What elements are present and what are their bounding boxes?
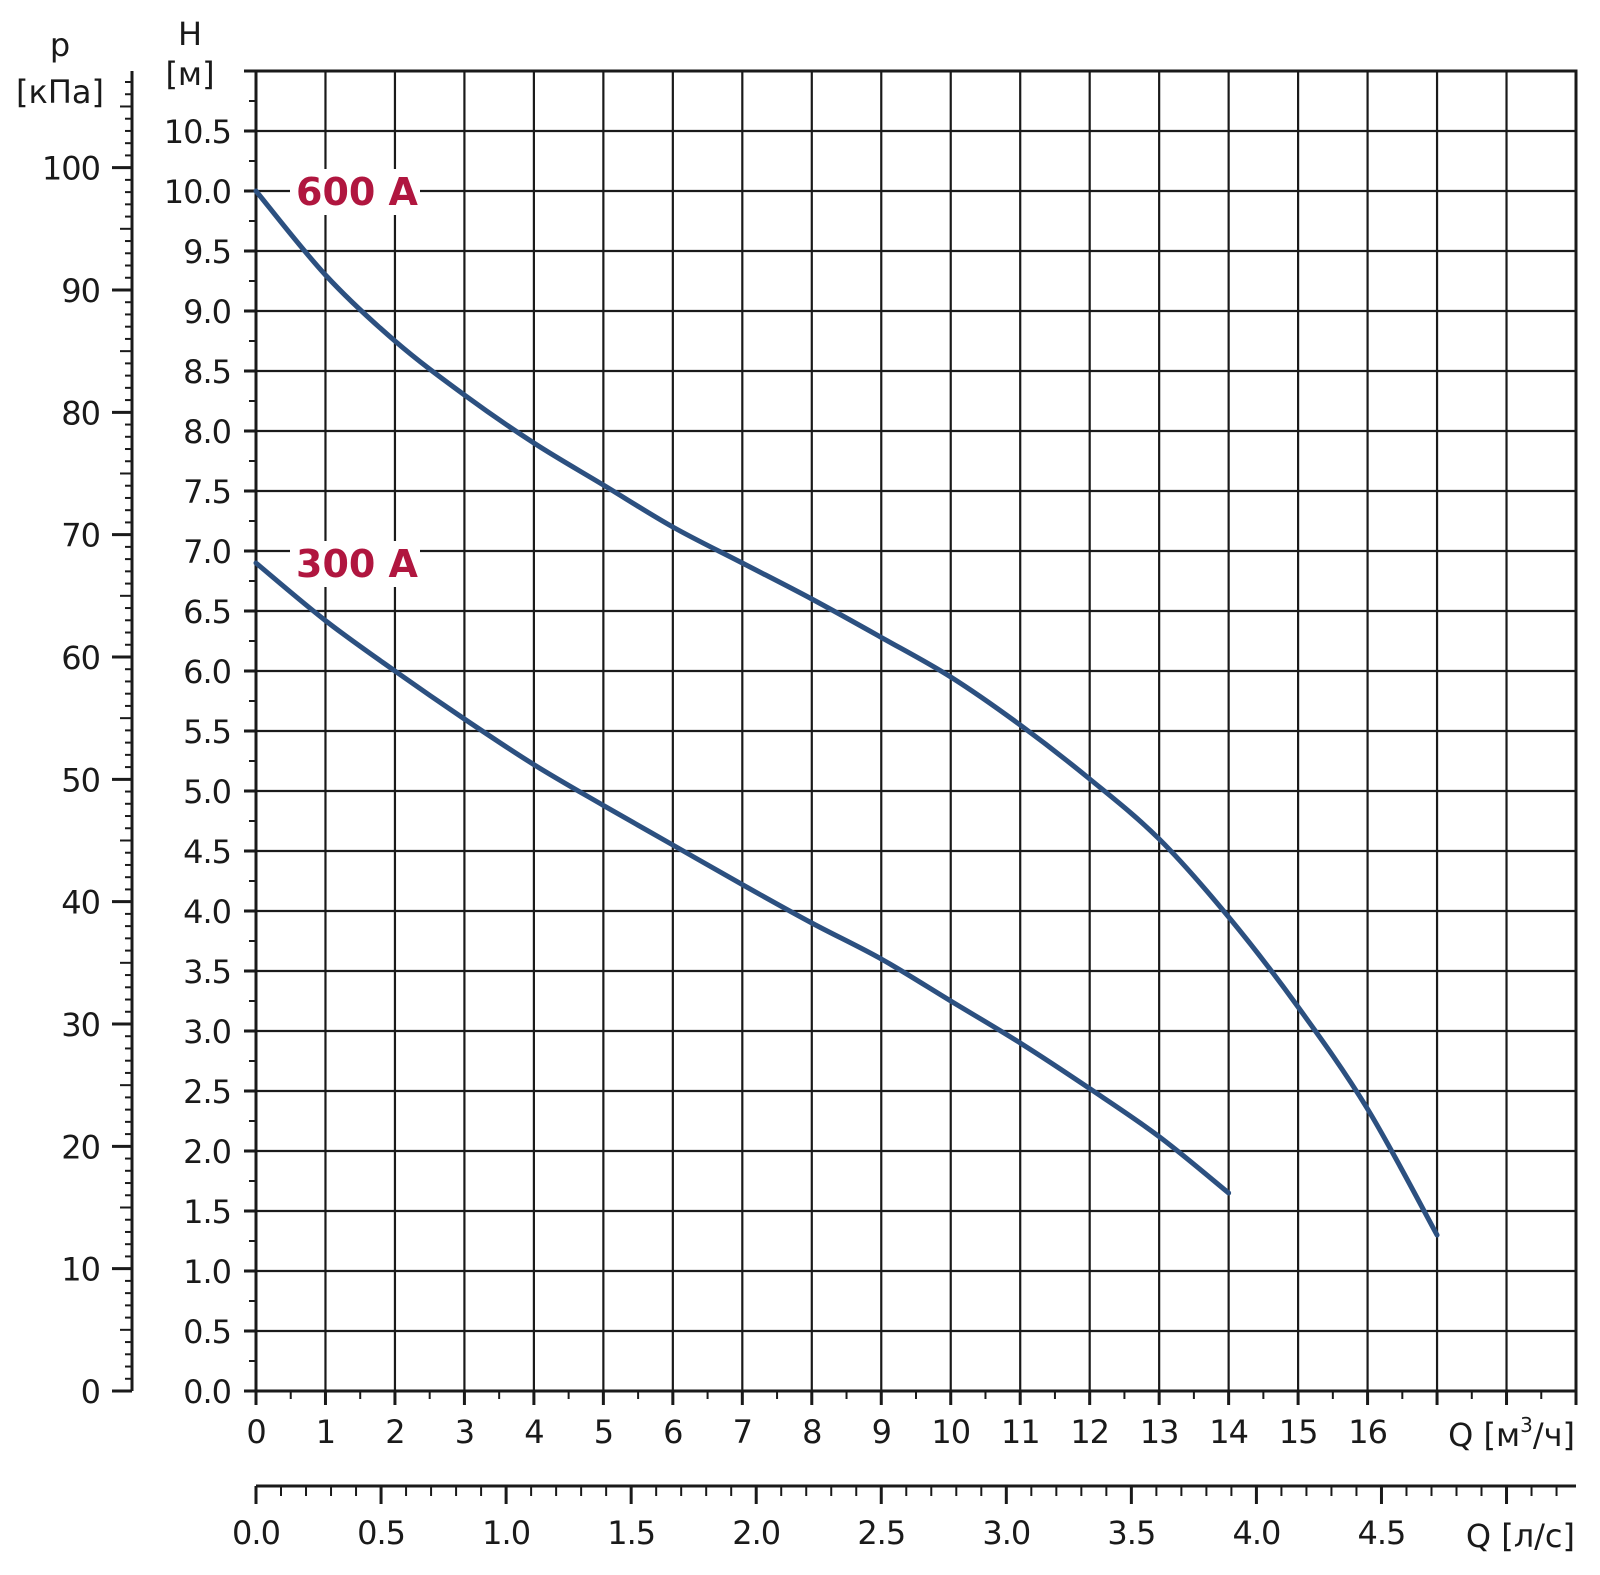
head-tick-label: 9.0: [183, 293, 231, 331]
pressure-tick-label: 0: [81, 1373, 100, 1411]
flow-m3h-tick-label: 12: [1070, 1413, 1109, 1451]
pressure-axis-symbol: p: [50, 26, 70, 64]
series-label-300-a: 300 A: [296, 542, 419, 586]
pressure-tick-label: 20: [61, 1128, 100, 1166]
flow-m3h-tick-label: 14: [1209, 1413, 1248, 1451]
series-label-600-a: 600 A: [296, 170, 419, 214]
flow-m3h-tick-label: 10: [931, 1413, 970, 1451]
flow-ls-tick-label: 1.0: [482, 1514, 530, 1552]
head-tick-label: 10.0: [164, 173, 231, 211]
flow-m3h-tick-label: 4: [524, 1413, 543, 1451]
pressure-tick-label: 40: [61, 884, 100, 922]
pressure-tick-label: 30: [61, 1006, 100, 1044]
head-tick-label: 7.0: [183, 533, 231, 571]
flow-ls-tick-label: 1.5: [607, 1514, 655, 1552]
head-tick-label: 0.5: [183, 1313, 231, 1351]
pressure-axis-unit: [кПа]: [16, 73, 104, 111]
grid: [254, 69, 1578, 1393]
axis-titles: p [кПа] H [м] Q [м3/ч] Q [л/с]: [16, 15, 1575, 1555]
head-tick-label: 2.5: [183, 1073, 231, 1111]
pressure-tick-label: 70: [61, 517, 100, 555]
flow-m3h-axis-title-sup: 3: [1520, 1413, 1533, 1437]
flow-m3h-tick-label: 13: [1140, 1413, 1179, 1451]
flow-m3h-tick-label: 3: [455, 1413, 474, 1451]
flow-m3h-tick-label: 15: [1279, 1413, 1318, 1451]
flow-m3h-tick-label: 8: [802, 1413, 821, 1451]
head-tick-label: 1.0: [183, 1253, 231, 1291]
head-tick-label: 4.5: [183, 833, 231, 871]
axes: 0.0 0.5 1.0 1.5 2.0 2.5 3.0 3.5 4.0 4.5 5.0 5.5 6.0 6…: [42, 69, 1578, 1552]
flow-m3h-axis-title-main: Q [м: [1448, 1416, 1520, 1454]
series: [253, 188, 1440, 1238]
flow-ls-tick-label: 3.0: [982, 1514, 1030, 1552]
flow-ls-axis-title: Q [л/с]: [1466, 1517, 1575, 1555]
pressure-tick-label: 80: [61, 394, 100, 432]
flow-m3h-axis-title-tail: /ч]: [1533, 1416, 1575, 1454]
head-tick-label: 5.0: [183, 773, 231, 811]
head-tick-label: 0.0: [183, 1373, 231, 1411]
flow-m3h-tick-label: 11: [1001, 1413, 1040, 1451]
pressure-tick-label: 10: [61, 1251, 100, 1289]
head-tick-label: 3.0: [183, 1013, 231, 1051]
head-tick-label: 6.5: [183, 593, 231, 631]
flow-ls-tick-label: 2.5: [857, 1514, 905, 1552]
series-line-300-a: [253, 560, 1232, 1196]
pressure-tick-label: 90: [61, 272, 100, 310]
pressure-tick-label: 60: [61, 639, 100, 677]
flow-m3h-axis-title: Q [м3/ч]: [1448, 1413, 1575, 1454]
head-tick-label: 2.0: [183, 1133, 231, 1171]
labels: 600 A 300 A: [290, 169, 420, 587]
head-tick-label: 3.5: [183, 953, 231, 991]
flow-m3h-tick-label: 5: [594, 1413, 613, 1451]
flow-m3h-tick-label: 16: [1348, 1413, 1387, 1451]
head-tick-label: 5.5: [183, 713, 231, 751]
flow-m3h-tick-label: 1: [316, 1413, 335, 1451]
head-axis-symbol: H: [178, 15, 202, 53]
flow-m3h-tick-label: 0: [246, 1413, 265, 1451]
flow-ls-tick-label: 2.0: [732, 1514, 780, 1552]
head-tick-label: 8.0: [183, 413, 231, 451]
flow-m3h-tick-label: 2: [385, 1413, 404, 1451]
head-tick-label: 4.0: [183, 893, 231, 931]
series-label-backdrop: [290, 169, 420, 215]
flow-ls-tick-label: 0.0: [232, 1514, 280, 1552]
flow-ls-tick-label: 0.5: [357, 1514, 405, 1552]
series-label-backdrop: [290, 541, 420, 587]
series-line-600-a: [253, 188, 1440, 1238]
head-tick-label: 8.5: [183, 353, 231, 391]
pressure-tick-label: 50: [61, 761, 100, 799]
head-tick-label: 10.5: [164, 113, 231, 151]
flow-m3h-tick-label: 7: [733, 1413, 752, 1451]
head-tick-label: 7.5: [183, 473, 231, 511]
head-tick-label: 9.5: [183, 233, 231, 271]
head-tick-label: 6.0: [183, 653, 231, 691]
flow-ls-tick-label: 3.5: [1107, 1514, 1155, 1552]
flow-m3h-tick-label: 6: [663, 1413, 682, 1451]
flow-m3h-tick-label: 9: [872, 1413, 891, 1451]
pressure-tick-label: 100: [42, 150, 100, 188]
head-axis-unit: [м]: [165, 55, 214, 93]
head-tick-label: 1.5: [183, 1193, 231, 1231]
flow-ls-tick-label: 4.0: [1232, 1514, 1280, 1552]
flow-ls-tick-label: 4.5: [1358, 1514, 1406, 1552]
